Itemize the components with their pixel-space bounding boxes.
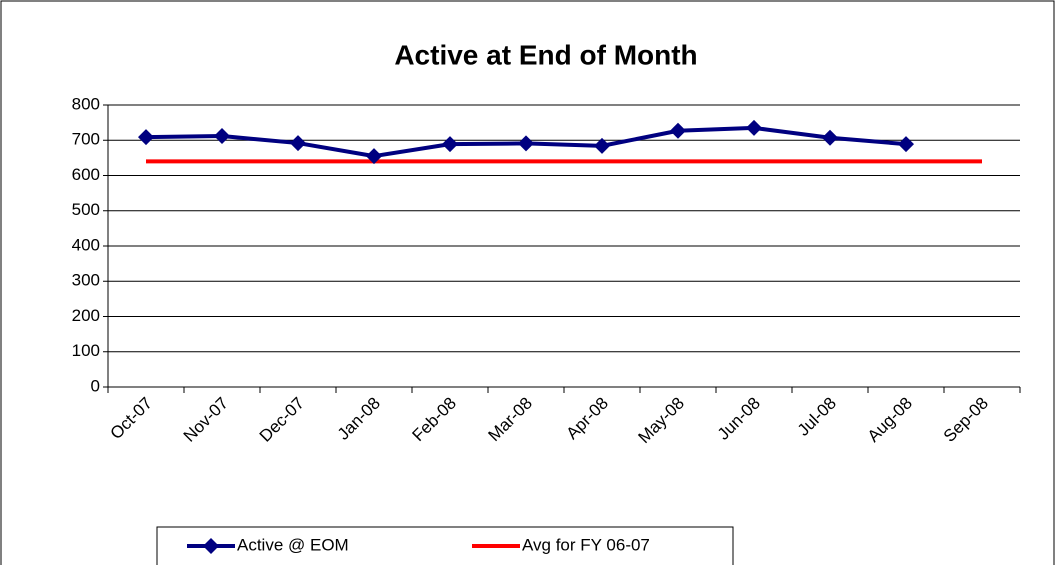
marker bbox=[138, 129, 154, 146]
marker bbox=[290, 135, 306, 152]
y-tick-label: 300 bbox=[72, 271, 100, 290]
y-tick-label: 200 bbox=[72, 306, 100, 325]
y-tick-label: 100 bbox=[72, 341, 100, 360]
legend-box bbox=[156, 526, 734, 565]
marker bbox=[670, 122, 686, 139]
legend-label: Active @ EOM bbox=[237, 535, 349, 554]
marker bbox=[746, 119, 762, 136]
legend-label: Avg for FY 06-07 bbox=[522, 535, 650, 554]
y-tick-label: 600 bbox=[72, 165, 100, 184]
chart-title: Active at End of Month bbox=[394, 39, 697, 70]
marker bbox=[822, 129, 838, 146]
marker bbox=[898, 136, 914, 153]
marker bbox=[518, 135, 534, 152]
marker bbox=[366, 148, 382, 165]
y-tick-label: 400 bbox=[72, 235, 100, 254]
marker bbox=[442, 136, 458, 153]
marker bbox=[214, 128, 230, 145]
marker bbox=[594, 137, 610, 154]
y-tick-label: 0 bbox=[91, 376, 100, 395]
y-tick-label: 700 bbox=[72, 130, 100, 149]
y-tick-label: 800 bbox=[72, 94, 100, 113]
legend-marker bbox=[203, 538, 219, 554]
y-tick-label: 500 bbox=[72, 200, 100, 219]
